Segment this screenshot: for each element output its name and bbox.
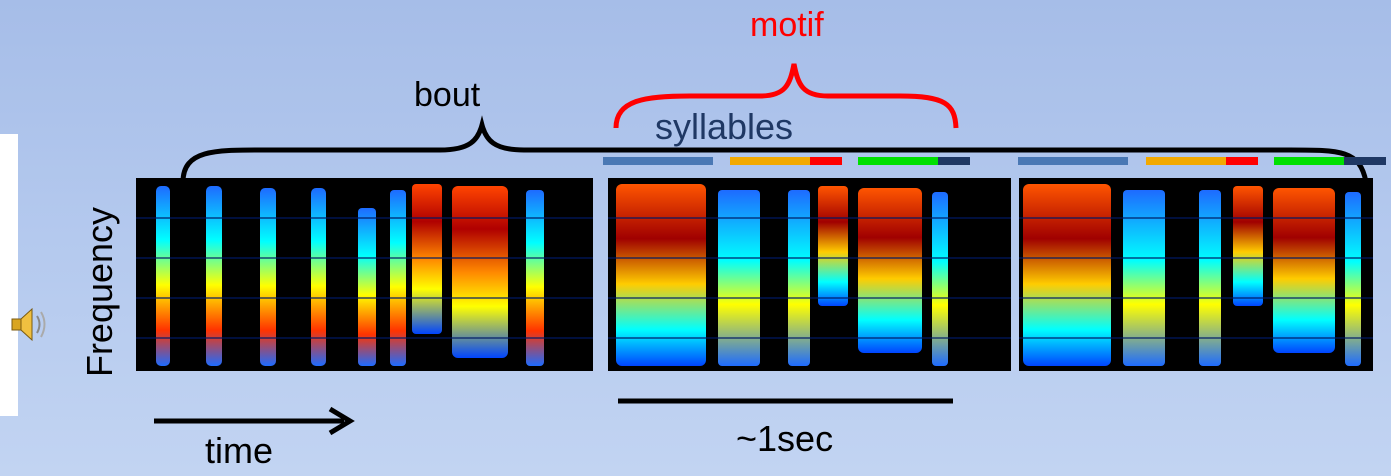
syllable-bar xyxy=(1018,157,1128,165)
spectrogram-segment-3 xyxy=(1019,178,1373,371)
syllable-bar xyxy=(603,157,713,165)
syllable-bar xyxy=(938,157,970,165)
syllable-bar xyxy=(1226,157,1258,165)
spectrogram-segment-1 xyxy=(136,178,593,371)
syllable-bar xyxy=(858,157,938,165)
frequency-axis-label: Frequency xyxy=(79,206,120,378)
syllable-bar xyxy=(810,157,842,165)
speaker-icon[interactable] xyxy=(11,307,46,342)
syllable-bars-motif-1 xyxy=(603,157,970,165)
motif-brace xyxy=(613,63,959,129)
spectrogram-segment-2-drawing xyxy=(608,184,1011,366)
syllables-label: syllables xyxy=(655,106,794,147)
motif-label: motif xyxy=(750,6,824,44)
syllable-bars-motif-2 xyxy=(1018,157,1386,165)
spectrogram-segment-2 xyxy=(608,178,1011,371)
syllable-bar xyxy=(730,157,810,165)
scale-label: ~1sec xyxy=(736,418,834,459)
spectrogram-segment-3-drawing xyxy=(1019,184,1373,366)
syllable-bar xyxy=(1274,157,1344,165)
time-arrow xyxy=(154,406,355,436)
bout-label: bout xyxy=(414,76,481,114)
syllable-bar xyxy=(1146,157,1226,165)
time-axis-label: time xyxy=(205,430,274,471)
bout-brace xyxy=(180,115,1369,183)
syllable-bar xyxy=(1344,157,1386,165)
side-panel xyxy=(0,134,18,416)
spectrogram-segment-1-drawing xyxy=(136,184,593,366)
